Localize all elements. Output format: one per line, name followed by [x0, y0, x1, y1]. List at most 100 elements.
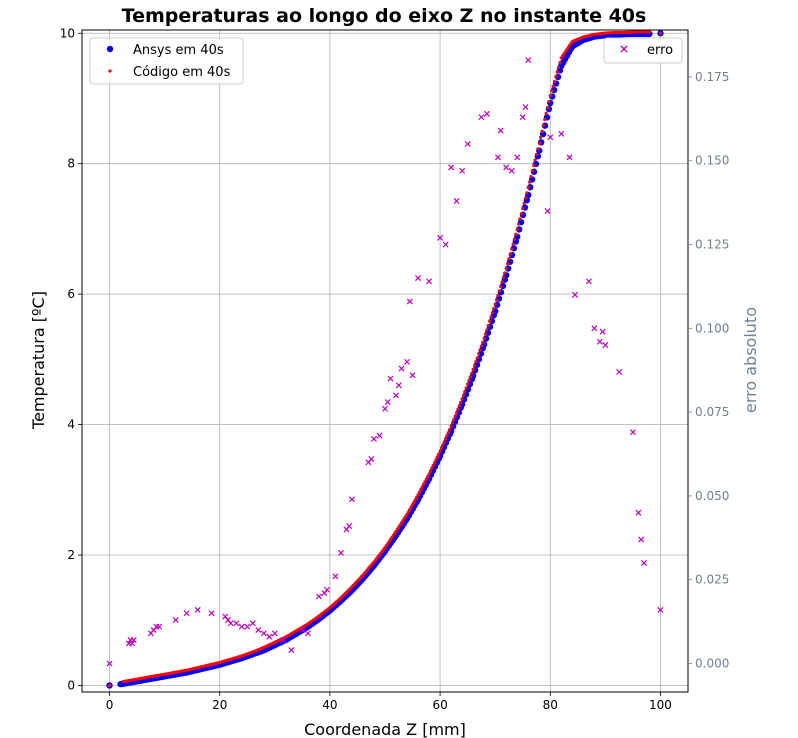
codigo-point	[501, 275, 506, 280]
erro-point	[558, 130, 565, 137]
erro-point	[332, 573, 339, 580]
erro-point	[280, 637, 287, 644]
codigo-point	[493, 302, 497, 306]
codigo-point	[470, 371, 474, 375]
codigo-point	[466, 382, 470, 386]
ansys-point	[466, 381, 474, 388]
codigo-point	[461, 393, 466, 397]
erro-point	[129, 640, 136, 647]
codigo-point	[428, 469, 433, 473]
codigo-point	[419, 488, 423, 492]
erro-point	[299, 626, 306, 634]
erro-point	[459, 167, 466, 174]
codigo-point	[435, 455, 439, 459]
codigo-point	[431, 463, 435, 468]
legend-right-box	[603, 37, 683, 64]
codigo-point	[518, 217, 522, 221]
legend-marker-codigo	[108, 69, 112, 73]
erro-point	[381, 405, 389, 412]
codigo-point	[497, 289, 501, 293]
erro-point	[304, 630, 311, 637]
codigo-point	[525, 191, 529, 195]
codigo-point	[446, 430, 450, 435]
erro-point	[602, 342, 609, 349]
codigo-point	[529, 174, 533, 179]
codigo-point	[522, 201, 526, 205]
codigo-point	[558, 60, 562, 65]
codigo-point	[485, 328, 489, 332]
codigo-point	[505, 262, 510, 266]
codigo-point	[107, 683, 112, 688]
codigo-point	[477, 352, 481, 356]
codigo-point	[543, 117, 547, 122]
erro-point	[599, 328, 606, 335]
erro-point	[585, 278, 592, 285]
erro-point	[106, 660, 113, 667]
erro-point	[547, 134, 554, 141]
erro-point	[384, 399, 391, 406]
codigo-point	[508, 252, 512, 256]
codigo-point	[521, 206, 525, 211]
erro-point	[448, 164, 455, 171]
codigo-point	[460, 397, 464, 401]
erro-point	[638, 536, 645, 543]
erro-point	[315, 593, 322, 600]
codigo-point	[430, 466, 434, 470]
erro-point	[337, 549, 344, 556]
legend-label-ansys: Ansys em 40s	[133, 43, 224, 58]
erro-point	[156, 623, 163, 630]
codigo-point	[547, 100, 551, 104]
codigo-point	[533, 158, 537, 162]
codigo-point	[423, 480, 427, 484]
codigo-point	[532, 163, 536, 168]
y-tick-label: 6	[67, 287, 75, 301]
codigo-point	[516, 222, 521, 226]
y-tick-label: 8	[67, 157, 75, 171]
y2-tick-label: 0.075	[695, 405, 729, 419]
codigo-point	[445, 434, 449, 438]
erro-point	[409, 372, 416, 379]
codigo-point	[523, 196, 528, 200]
codigo-point	[555, 70, 559, 74]
erro-point	[522, 104, 529, 111]
erro-point	[249, 620, 256, 627]
erro-point	[398, 365, 405, 372]
x-axis-ticks: 0 20 40 60 80 100	[106, 692, 672, 712]
erro-point	[130, 637, 137, 644]
codigo-point	[442, 440, 446, 444]
codigo-point	[492, 307, 496, 311]
codigo-point	[439, 446, 444, 450]
codigo-point	[405, 512, 409, 517]
legend-right: erro	[603, 37, 683, 64]
erro-point	[478, 114, 485, 121]
codigo-point	[658, 31, 663, 35]
codigo-point	[432, 460, 437, 465]
codigo-point	[537, 141, 541, 145]
x-axis-label: Coordenada Z [mm]	[304, 720, 466, 738]
y-tick-label: 4	[67, 418, 75, 432]
y-tick-label: 10	[60, 26, 75, 40]
codigo-point	[415, 495, 419, 499]
codigo-point	[528, 180, 532, 184]
codigo-point	[468, 375, 472, 379]
codigo-point	[544, 111, 548, 116]
erro-point	[208, 610, 215, 617]
codigo-point	[456, 407, 460, 411]
erro-point	[497, 127, 504, 134]
codigo-point	[647, 30, 652, 34]
erro-point	[255, 626, 262, 634]
y2-tick-label: 0.050	[695, 489, 729, 503]
erro-point	[544, 207, 551, 215]
codigo-point	[471, 368, 475, 372]
codigo-point	[410, 503, 415, 507]
erro-point	[508, 167, 515, 174]
codigo-point	[448, 427, 452, 432]
erro-point	[616, 368, 623, 375]
erro-point	[406, 298, 413, 305]
codigo-point	[486, 323, 490, 328]
erro-point	[566, 154, 573, 161]
codigo-point	[406, 510, 411, 514]
codigo-point	[530, 169, 534, 173]
codigo-point	[490, 311, 495, 315]
